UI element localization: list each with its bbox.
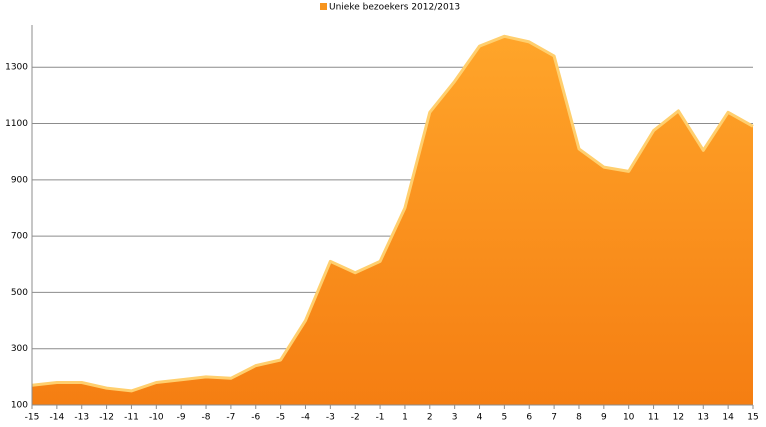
x-tick-label: -7 bbox=[226, 413, 235, 423]
legend-swatch bbox=[320, 3, 327, 10]
x-tick-label: 5 bbox=[502, 413, 508, 423]
x-tick-label: 12 bbox=[673, 413, 684, 423]
x-tick-label: 14 bbox=[722, 413, 734, 423]
x-tick-label: -1 bbox=[376, 413, 385, 423]
y-tick-label: 300 bbox=[11, 344, 28, 354]
x-tick-label: 10 bbox=[623, 413, 635, 423]
area-edge bbox=[31, 34, 754, 393]
y-tick-label: 100 bbox=[11, 401, 28, 411]
y-tick-label: 1100 bbox=[5, 119, 28, 129]
x-tick-label: -10 bbox=[149, 413, 164, 423]
y-tick-label: 900 bbox=[11, 175, 28, 185]
x-tick-label: 6 bbox=[526, 413, 532, 423]
x-tick-label: 15 bbox=[747, 413, 758, 423]
x-tick-label: -4 bbox=[301, 413, 310, 423]
x-tick-label: -8 bbox=[202, 413, 211, 423]
x-tick-label: 11 bbox=[648, 413, 659, 423]
x-tick-label: -12 bbox=[99, 413, 114, 423]
x-tick-label: 7 bbox=[551, 413, 557, 423]
x-tick-label: 3 bbox=[452, 413, 458, 423]
x-tick-label: 4 bbox=[477, 413, 483, 423]
y-tick-label: 700 bbox=[11, 232, 28, 242]
x-tick-label: -11 bbox=[124, 413, 139, 423]
x-tick-label: -2 bbox=[351, 413, 360, 423]
x-tick-label: -3 bbox=[326, 413, 335, 423]
x-tick-label: 1 bbox=[402, 413, 408, 423]
area bbox=[32, 36, 753, 406]
plot bbox=[31, 34, 754, 406]
legend-label: Unieke bezoekers 2012/2013 bbox=[329, 3, 460, 13]
y-tick-label: 500 bbox=[11, 288, 28, 298]
y-tick-label: 1300 bbox=[5, 63, 28, 73]
x-tick-label: 9 bbox=[601, 413, 607, 423]
x-tick-label: 8 bbox=[576, 413, 582, 423]
legend: Unieke bezoekers 2012/2013 bbox=[320, 3, 460, 13]
x-tick-label: -6 bbox=[251, 413, 260, 423]
x-tick-label: -13 bbox=[74, 413, 89, 423]
x-tick-label: -5 bbox=[276, 413, 285, 423]
x-tick-label: -14 bbox=[50, 413, 65, 423]
x-tick-label: -9 bbox=[177, 413, 186, 423]
x-tick-label: -15 bbox=[25, 413, 40, 423]
x-tick-label: 13 bbox=[698, 413, 709, 423]
x-tick-label: 2 bbox=[427, 413, 433, 423]
